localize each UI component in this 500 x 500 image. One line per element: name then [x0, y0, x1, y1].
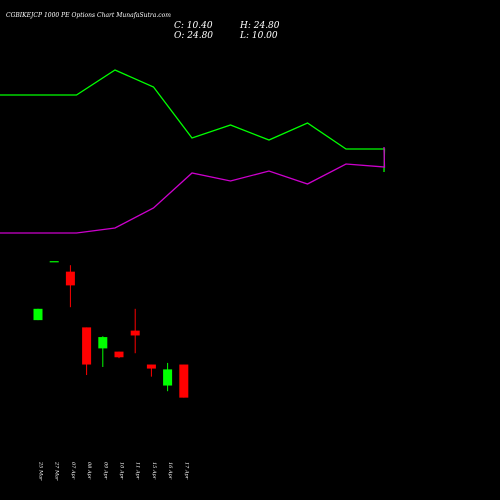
x-tick-label: 11 Apr [135, 462, 141, 480]
candle-4 [98, 336, 108, 367]
candle-0 [33, 308, 43, 321]
x-tick-label: 27 Mar [54, 461, 60, 481]
x-tick-label: 25 Mar [38, 461, 44, 481]
x-axis-ticks: 25 Mar 27 Mar 07 Apr 08 Apr 09 Apr 10 Apr 11 A… [38, 461, 190, 481]
open-value: O: 24.80 [174, 31, 213, 41]
x-tick-label: 09 Apr [102, 462, 108, 480]
candle-2 [65, 265, 75, 308]
x-tick-label: 15 Apr [151, 462, 157, 480]
candle-7 [146, 364, 156, 377]
candle-body [163, 369, 173, 386]
x-tick-label: 07 Apr [70, 462, 76, 480]
candle-body [130, 330, 140, 336]
candle-9 [179, 364, 189, 398]
candle-body [146, 364, 156, 369]
close-value: C: 10.40 [174, 21, 213, 31]
x-tick-label: 16 Apr [167, 462, 173, 480]
candle-body [98, 337, 108, 349]
x-tick-label: 17 Apr [183, 462, 189, 480]
candlesticks [33, 261, 189, 398]
candle-3 [82, 327, 92, 376]
candle-5 [114, 351, 124, 359]
candle-body [65, 271, 75, 286]
candle-body [49, 261, 59, 263]
candle-body [82, 327, 92, 365]
line-series-1 [0, 146, 386, 234]
indicator-lines [0, 69, 386, 234]
candle-1 [49, 261, 59, 263]
high-value: H: 24.80 [239, 21, 280, 31]
candle-body [33, 308, 43, 321]
x-tick-label: 08 Apr [86, 462, 92, 480]
candle-body [114, 351, 124, 358]
chart-title: CGBIKEJCP 1000 PE Options Chart MunafaSu… [6, 12, 171, 19]
candle-8 [163, 362, 173, 392]
line-series-0 [0, 69, 386, 173]
low-value: L: 10.00 [239, 31, 278, 41]
x-tick-label: 10 Apr [119, 462, 125, 480]
candle-6 [130, 308, 140, 354]
candle-body [179, 364, 189, 398]
